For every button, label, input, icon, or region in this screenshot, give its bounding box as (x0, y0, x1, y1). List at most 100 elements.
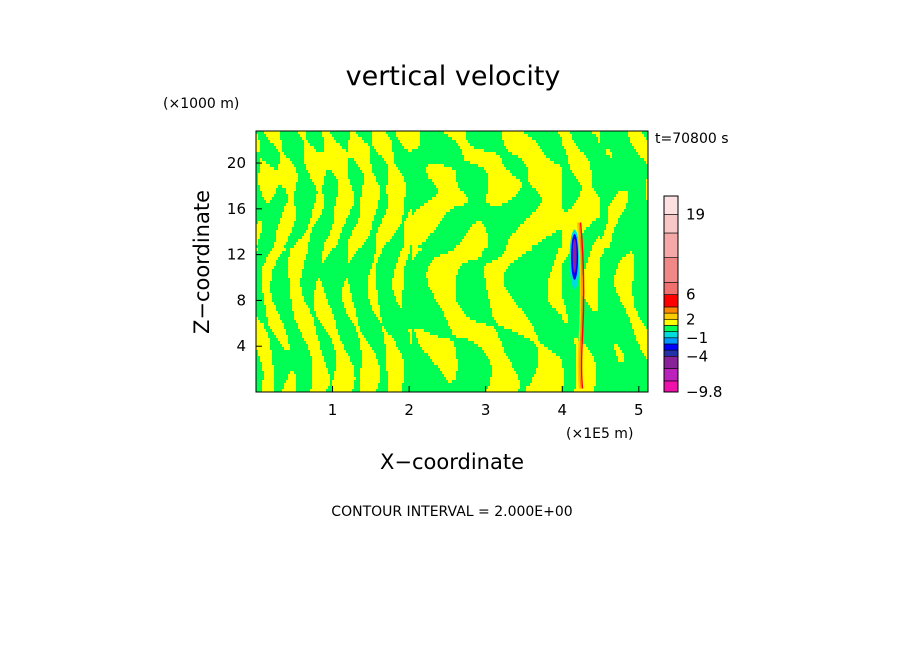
positive-velocity-region (348, 143, 368, 146)
positive-velocity-region (288, 260, 304, 263)
positive-velocity-region (290, 290, 302, 293)
positive-velocity-region (458, 143, 470, 146)
positive-velocity-region (594, 242, 610, 245)
positive-velocity-region (582, 293, 598, 296)
positive-velocity-region (488, 290, 508, 293)
positive-velocity-region (646, 356, 648, 359)
positive-velocity-region (552, 266, 562, 269)
positive-velocity-region (618, 263, 634, 266)
positive-velocity-region (324, 245, 336, 248)
positive-velocity-region (488, 182, 522, 185)
y-tick-label: 16 (227, 200, 246, 218)
positive-velocity-region (628, 131, 642, 134)
positive-velocity-region (256, 338, 270, 341)
positive-velocity-region (278, 167, 296, 170)
positive-velocity-region (414, 212, 446, 215)
positive-velocity-region (562, 137, 572, 140)
positive-velocity-region (356, 224, 372, 227)
positive-velocity-region (262, 269, 272, 272)
positive-velocity-region (392, 284, 404, 287)
positive-velocity-region (442, 371, 456, 374)
positive-velocity-region (360, 386, 378, 389)
positive-velocity-region (634, 146, 648, 149)
positive-velocity-region (332, 227, 342, 230)
positive-velocity-region (282, 389, 296, 392)
positive-velocity-region (338, 188, 352, 191)
positive-velocity-region (388, 377, 404, 380)
positive-velocity-region (376, 245, 384, 248)
positive-velocity-region (570, 164, 590, 167)
positive-velocity-region (256, 224, 262, 227)
positive-velocity-region (318, 278, 320, 281)
positive-velocity-region (498, 257, 518, 260)
positive-velocity-region (468, 230, 486, 233)
positive-velocity-region (256, 242, 258, 245)
positive-velocity-region (572, 206, 600, 209)
positive-velocity-region (268, 317, 280, 320)
positive-velocity-region (310, 218, 318, 221)
positive-velocity-region (276, 146, 282, 149)
positive-velocity-region (490, 203, 502, 206)
positive-velocity-region (576, 353, 592, 356)
positive-velocity-region (336, 359, 350, 362)
positive-velocity-region (534, 341, 540, 344)
positive-velocity-region (334, 377, 356, 380)
positive-velocity-region (264, 263, 276, 266)
positive-velocity-region (324, 326, 336, 329)
positive-velocity-region (496, 320, 530, 323)
positive-velocity-region (276, 230, 292, 233)
positive-velocity-region (310, 176, 324, 179)
positive-velocity-region (312, 380, 330, 383)
positive-velocity-region (288, 377, 296, 380)
positive-velocity-region (586, 266, 600, 269)
positive-velocity-region (280, 221, 294, 224)
positive-velocity-region (452, 329, 496, 332)
positive-velocity-region (538, 365, 562, 368)
positive-velocity-region (312, 362, 326, 365)
positive-velocity-region (440, 368, 458, 371)
positive-velocity-region (646, 191, 648, 194)
positive-velocity-region (282, 212, 296, 215)
positive-velocity-region (636, 335, 648, 338)
positive-velocity-region (306, 341, 320, 344)
positive-velocity-region (388, 170, 400, 173)
positive-velocity-region (508, 239, 542, 242)
positive-velocity-region (374, 260, 378, 263)
positive-velocity-region (532, 377, 564, 380)
positive-velocity-region (536, 344, 544, 347)
positive-velocity-region (434, 362, 458, 365)
positive-velocity-region (336, 353, 348, 356)
positive-velocity-region (404, 245, 410, 248)
positive-velocity-region (524, 335, 538, 338)
colorbar-swatch (663, 294, 679, 308)
positive-velocity-region (376, 233, 394, 236)
positive-velocity-region (412, 245, 418, 248)
colorbar-swatch (663, 380, 679, 393)
positive-velocity-region (586, 299, 598, 302)
positive-velocity-region (260, 164, 270, 167)
positive-velocity-region (274, 242, 286, 245)
positive-velocity-region (306, 164, 348, 167)
positive-velocity-region (346, 278, 348, 281)
colorbar-swatch (663, 331, 679, 339)
positive-velocity-region (646, 179, 648, 182)
positive-velocity-region (334, 218, 346, 221)
positive-velocity-region (364, 173, 374, 176)
positive-velocity-region (310, 350, 322, 353)
positive-velocity-region (614, 275, 634, 278)
positive-velocity-region (304, 338, 318, 341)
positive-velocity-region (382, 155, 394, 158)
positive-velocity-region (350, 137, 362, 140)
positive-velocity-region (502, 134, 528, 137)
positive-velocity-region (464, 155, 500, 158)
positive-velocity-region (364, 176, 376, 179)
positive-velocity-region (548, 281, 562, 284)
colorbar-label: 2 (686, 310, 696, 328)
positive-velocity-region (576, 377, 596, 380)
positive-velocity-region (262, 272, 272, 275)
positive-velocity-region (576, 350, 590, 353)
positive-velocity-region (532, 185, 562, 188)
positive-velocity-region (324, 149, 346, 152)
positive-velocity-region (622, 302, 634, 305)
positive-velocity-region (278, 224, 294, 227)
